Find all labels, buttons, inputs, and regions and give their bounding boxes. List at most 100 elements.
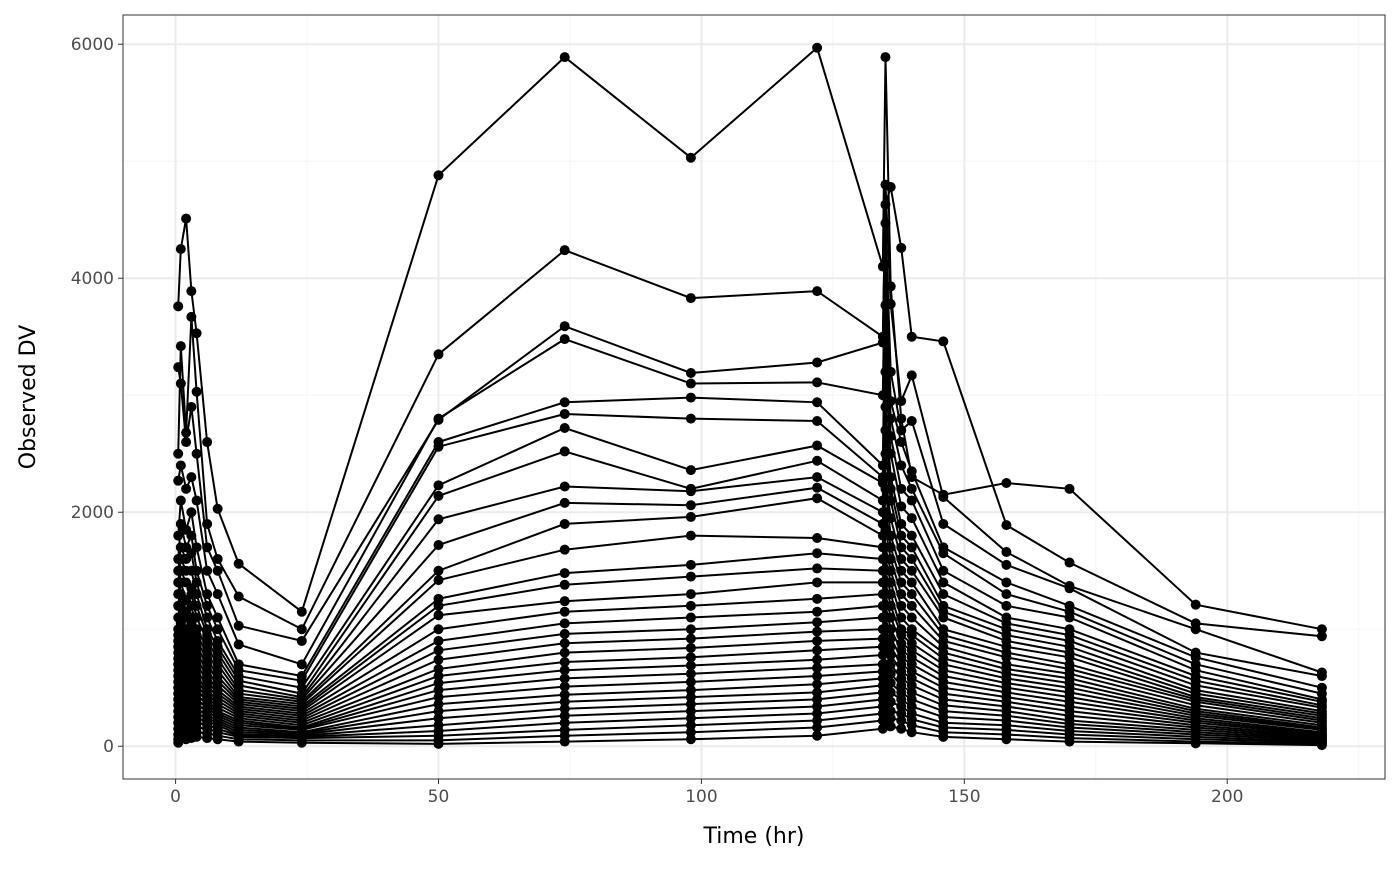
data-point (1316, 671, 1327, 682)
data-point (685, 413, 696, 424)
data-point (906, 577, 917, 588)
data-point (812, 42, 823, 53)
data-point (812, 397, 823, 408)
data-point (880, 600, 891, 611)
data-point (1064, 557, 1075, 568)
data-point (685, 633, 696, 644)
data-point (877, 460, 888, 471)
data-point (559, 628, 570, 639)
data-point (433, 441, 444, 452)
data-point (812, 440, 823, 451)
data-point (433, 738, 444, 749)
data-point (812, 472, 823, 483)
data-point (896, 413, 907, 424)
data-point (906, 600, 917, 611)
data-point (896, 396, 907, 407)
data-point (559, 481, 570, 492)
data-point (812, 548, 823, 559)
data-point (812, 455, 823, 466)
x-tick-label: 0 (170, 787, 181, 807)
data-point (186, 311, 197, 322)
data-point (685, 589, 696, 600)
data-point (906, 630, 917, 641)
data-point (885, 696, 896, 707)
data-point (212, 554, 223, 565)
data-point (906, 415, 917, 426)
data-point (906, 727, 917, 738)
data-point (1001, 577, 1012, 588)
data-point (685, 368, 696, 379)
series-lines (177, 46, 1323, 747)
data-point (812, 606, 823, 617)
data-point (296, 624, 307, 635)
data-point (885, 687, 896, 698)
data-point (880, 218, 891, 229)
data-point (685, 699, 696, 710)
data-point (181, 427, 192, 438)
data-point (685, 720, 696, 731)
x-tick-label: 150 (948, 787, 980, 807)
data-point (896, 437, 907, 448)
data-point (906, 673, 917, 684)
data-point (685, 692, 696, 703)
data-point (191, 386, 202, 397)
data-point (559, 665, 570, 676)
data-point (202, 542, 213, 553)
series-line (177, 223, 1323, 677)
data-point (685, 734, 696, 745)
data-point (202, 518, 213, 529)
data-point (1190, 599, 1201, 610)
data-point (191, 731, 202, 742)
data-point (191, 328, 202, 339)
data-point (1001, 547, 1012, 558)
data-point (812, 357, 823, 368)
data-point (880, 483, 891, 494)
data-point (233, 620, 244, 631)
data-point (885, 413, 896, 424)
data-point (685, 559, 696, 570)
data-point (880, 52, 891, 63)
data-point (906, 694, 917, 705)
data-point (186, 626, 197, 637)
data-point (559, 681, 570, 692)
data-point (685, 500, 696, 511)
data-point (296, 737, 307, 748)
data-point (896, 577, 907, 588)
data-point (559, 334, 570, 345)
data-point (880, 179, 891, 190)
data-point (896, 460, 907, 471)
data-point (296, 635, 307, 646)
data-point (938, 518, 949, 529)
data-point (906, 687, 917, 698)
data-point (906, 565, 917, 576)
data-point (233, 639, 244, 650)
data-point (685, 660, 696, 671)
data-point (906, 483, 917, 494)
data-point (906, 542, 917, 553)
data-point (433, 654, 444, 665)
data-point (296, 675, 307, 686)
data-point (559, 245, 570, 256)
data-point (685, 530, 696, 541)
data-point (685, 727, 696, 738)
data-point (175, 518, 186, 529)
data-point (880, 259, 891, 270)
data-point (812, 377, 823, 388)
data-point (433, 593, 444, 604)
data-point (1190, 738, 1201, 749)
data-point (433, 692, 444, 703)
data-point (906, 466, 917, 477)
data-point (1001, 477, 1012, 488)
data-point (559, 618, 570, 629)
data-point (812, 617, 823, 628)
data-point (433, 600, 444, 611)
data-point (1001, 734, 1012, 745)
data-point (559, 446, 570, 457)
data-point (812, 593, 823, 604)
data-point (1001, 600, 1012, 611)
data-point (433, 480, 444, 491)
data-point (896, 673, 907, 684)
data-point (175, 554, 186, 565)
data-point (433, 706, 444, 717)
data-point (559, 568, 570, 579)
